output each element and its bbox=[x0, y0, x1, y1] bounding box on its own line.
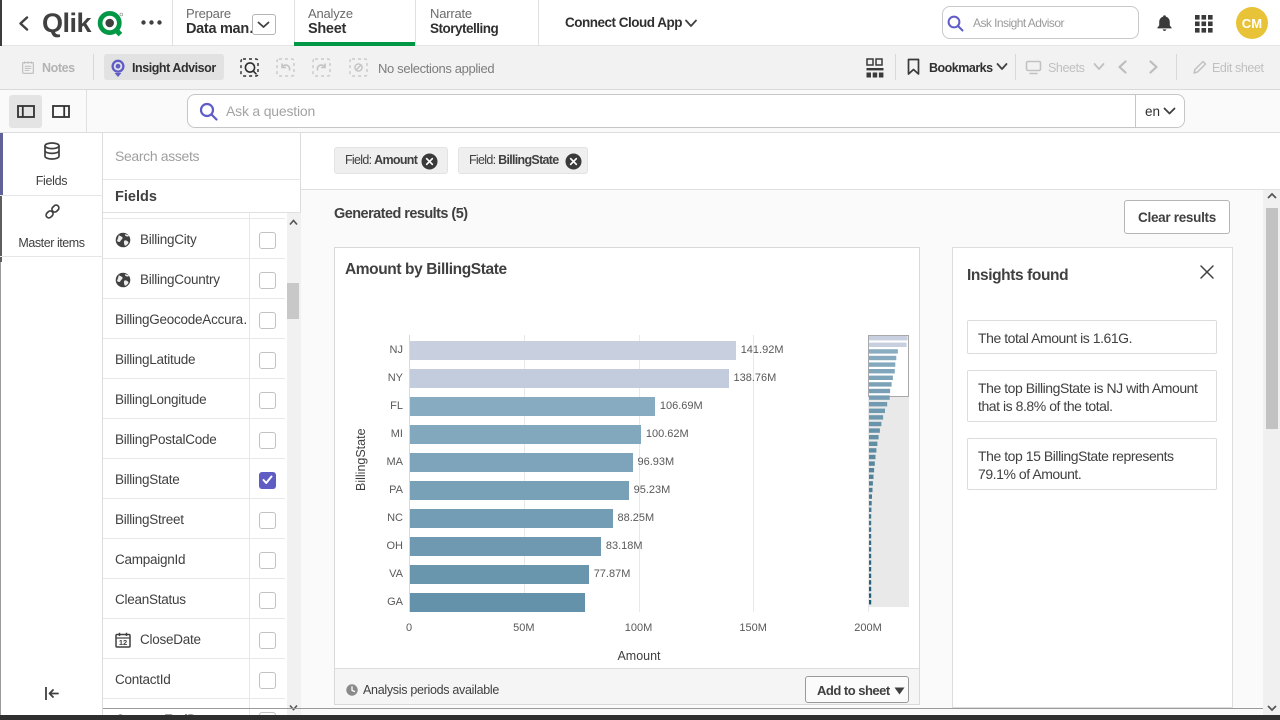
svg-text:12: 12 bbox=[119, 638, 127, 647]
